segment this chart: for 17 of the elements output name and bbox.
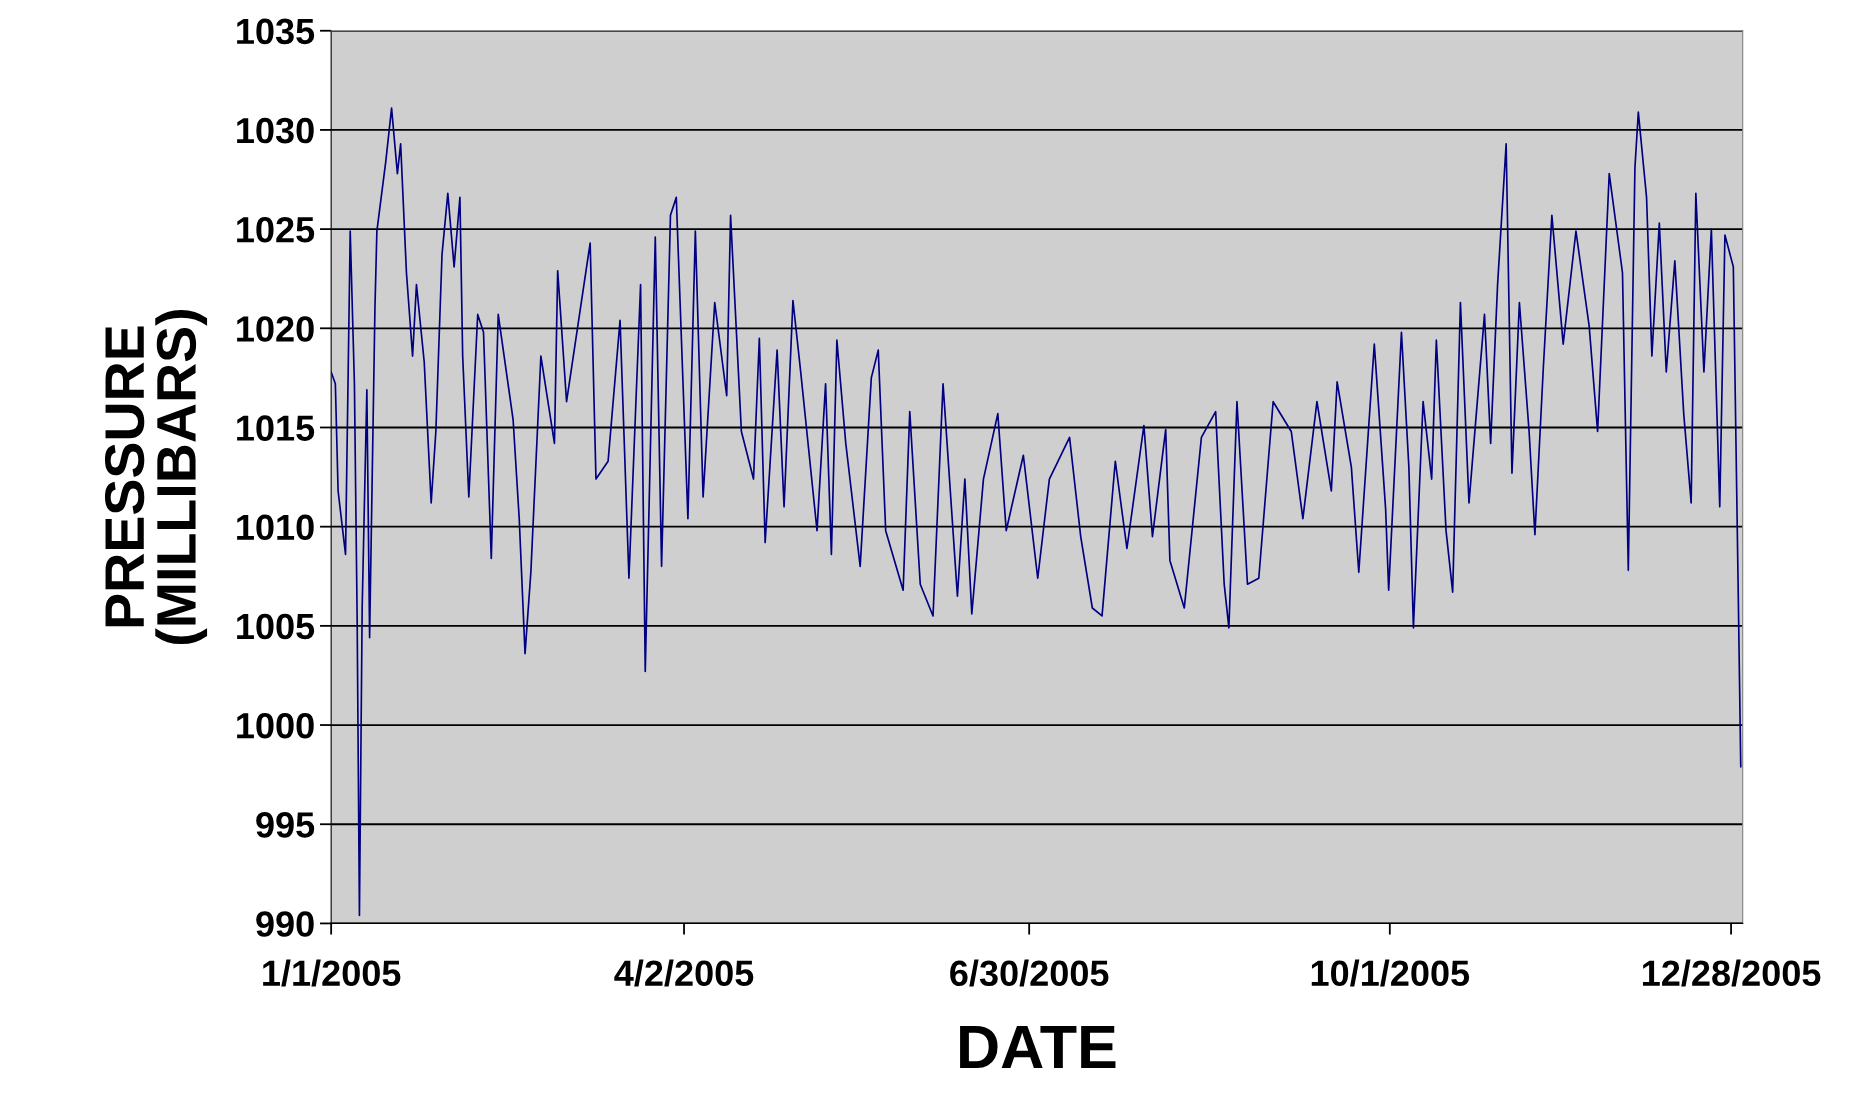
x-tick-label: 4/2/2005: [614, 959, 754, 987]
y-tick-label: 995: [256, 812, 315, 838]
y-tick-label: 1000: [237, 712, 314, 739]
y-tick-label: 1020: [237, 316, 314, 342]
x-tick-label: 6/30/2005: [950, 959, 1109, 987]
y-tick-label: 1025: [237, 216, 315, 243]
x-tick-label: 12/28/2005: [1642, 959, 1821, 987]
y-tick-label: 990: [256, 911, 314, 937]
y-tick-label: 1030: [237, 117, 314, 144]
x-tick-label: 1/1/2005: [263, 959, 401, 987]
x-axis-title: DATE: [960, 1025, 1116, 1069]
y-tick-label: 1015: [237, 415, 315, 441]
y-tick-label: 1005: [237, 613, 315, 640]
y-tick-label: 1010: [237, 514, 314, 541]
y-axis-title: PRESSURE (MILLIBARS): [104, 310, 208, 645]
x-tick-label: 10/1/2005: [1311, 959, 1470, 987]
y-tick-label: 1035: [237, 18, 315, 45]
